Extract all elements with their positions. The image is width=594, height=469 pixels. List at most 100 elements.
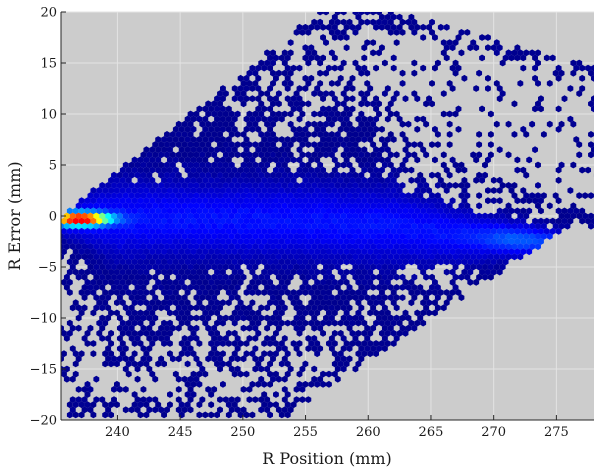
hexbin-cell	[470, 222, 477, 230]
hexbin-cell	[84, 289, 91, 296]
hexbin-cell	[161, 319, 167, 327]
hexbin-cell	[125, 227, 132, 235]
hexbin-cell	[196, 299, 203, 307]
hexbin-cell	[149, 309, 156, 317]
hexbin-cell	[411, 284, 418, 291]
hexbin-cell	[75, 202, 82, 210]
hexbin-cell	[78, 289, 85, 296]
hexbin-cell	[146, 222, 153, 230]
hexbin-cell	[349, 238, 356, 245]
hexbin-cell	[155, 268, 162, 276]
hexbin-cell	[184, 197, 191, 205]
hexbin-cell	[373, 176, 379, 184]
hexbin-cell	[228, 141, 235, 148]
hexbin-cell	[411, 243, 418, 250]
hexbin-cell	[146, 253, 153, 261]
hexbin-cell	[284, 248, 291, 256]
hexbin-cell	[108, 411, 114, 419]
hexbin-cell	[340, 171, 347, 179]
hexbin-cell	[93, 304, 100, 312]
hexbin-cell	[346, 345, 353, 352]
hexbin-cell	[199, 253, 206, 261]
hexbin-cell	[181, 212, 188, 220]
hexbin-cell	[228, 212, 235, 220]
hexbin-cell	[355, 197, 362, 205]
hexbin-cell	[222, 171, 229, 179]
hexbin-cell	[243, 411, 250, 419]
hexbin-cell	[470, 253, 477, 261]
hexbin-cell	[299, 365, 306, 373]
hexbin-cell	[249, 197, 256, 205]
hexbin-cell	[273, 340, 279, 347]
hexbin-cell	[90, 248, 97, 256]
hexbin-cell	[140, 243, 147, 250]
hexbin-cell	[390, 176, 397, 184]
hexbin-cell	[155, 217, 162, 225]
hexbin-cell	[305, 284, 312, 291]
hexbin-cell	[505, 212, 512, 220]
hexbin-cell	[311, 365, 318, 373]
hexbin-cell	[125, 278, 132, 286]
hexbin-cell	[119, 238, 126, 245]
hexbin-cell	[199, 233, 206, 240]
hexbin-cell	[370, 273, 377, 281]
hexbin-cell	[461, 248, 468, 256]
hexbin-cell	[152, 294, 159, 301]
hexbin-cell	[461, 238, 468, 245]
hexbin-cell	[75, 324, 82, 332]
hexbin-cell	[281, 335, 288, 342]
hexbin-cell	[275, 69, 282, 77]
hexbin-cell	[273, 197, 279, 205]
hexbin-cell	[482, 253, 488, 261]
hexbin-cell	[108, 217, 114, 225]
hexbin-cell	[443, 299, 450, 307]
hexbin-cell	[167, 187, 173, 194]
hexbin-cell	[178, 309, 185, 317]
hexbin-cell	[281, 386, 288, 393]
hexbin-cell	[217, 365, 223, 373]
hexbin-cell	[287, 365, 294, 373]
hexbin-cell	[231, 401, 238, 409]
hexbin-cell	[270, 151, 276, 159]
hexbin-cell	[358, 222, 365, 230]
hexbin-cell	[343, 278, 350, 286]
hexbin-cell	[202, 238, 209, 245]
hexbin-cell	[231, 85, 238, 92]
hexbin-cell	[343, 95, 350, 103]
hexbin-cell	[116, 233, 123, 240]
hexbin-cell	[231, 278, 238, 286]
hexbin-cell	[131, 340, 138, 347]
hexbin-cell	[187, 324, 194, 332]
hexbin-cell	[526, 207, 533, 215]
hexbin-cell	[343, 340, 350, 347]
hexbin-cell	[449, 207, 456, 215]
hexbin-cell	[496, 146, 503, 154]
hexbin-cell	[302, 136, 309, 143]
hexbin-cell	[108, 289, 114, 296]
hexbin-cell	[511, 131, 518, 138]
hexbin-cell	[164, 192, 170, 199]
hexbin-cell	[358, 243, 365, 250]
hexbin-cell	[287, 110, 294, 118]
hexbin-cell	[417, 141, 424, 148]
hexbin-cell	[446, 171, 453, 179]
hexbin-cell	[396, 207, 403, 215]
hexbin-cell	[99, 243, 106, 250]
hexbin-cell	[143, 329, 150, 337]
hexbin-cell	[169, 151, 176, 159]
hexbin-cell	[526, 227, 533, 235]
hexbin-cell	[205, 151, 212, 159]
hexbin-cell	[381, 253, 388, 261]
hexbin-cell	[408, 319, 415, 327]
hexbin-cell	[396, 23, 403, 31]
hexbin-cell	[187, 386, 194, 393]
hexbin-cell	[125, 207, 132, 215]
hexbin-cell	[252, 396, 259, 403]
hexbin-cell	[228, 284, 235, 291]
hexbin-cell	[278, 54, 285, 62]
hexbin-cell	[240, 355, 247, 363]
hexbin-cell	[222, 161, 229, 169]
hexbin-cell	[208, 217, 215, 225]
hexbin-cell	[181, 131, 188, 138]
hexbin-cell	[193, 273, 200, 281]
